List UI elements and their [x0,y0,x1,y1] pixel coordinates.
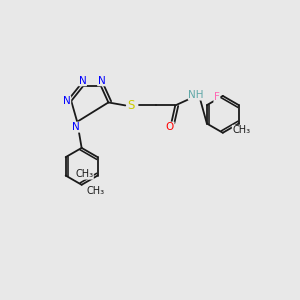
Text: N: N [72,122,80,132]
Text: NH: NH [188,90,204,100]
Text: F: F [214,92,220,102]
Text: CH₃: CH₃ [232,125,250,135]
Text: N: N [98,76,105,86]
Text: N: N [79,76,86,86]
Text: N: N [63,96,71,106]
Text: CH₃: CH₃ [75,169,93,179]
Text: O: O [166,122,174,132]
Text: CH₃: CH₃ [87,186,105,196]
Text: S: S [127,99,134,112]
